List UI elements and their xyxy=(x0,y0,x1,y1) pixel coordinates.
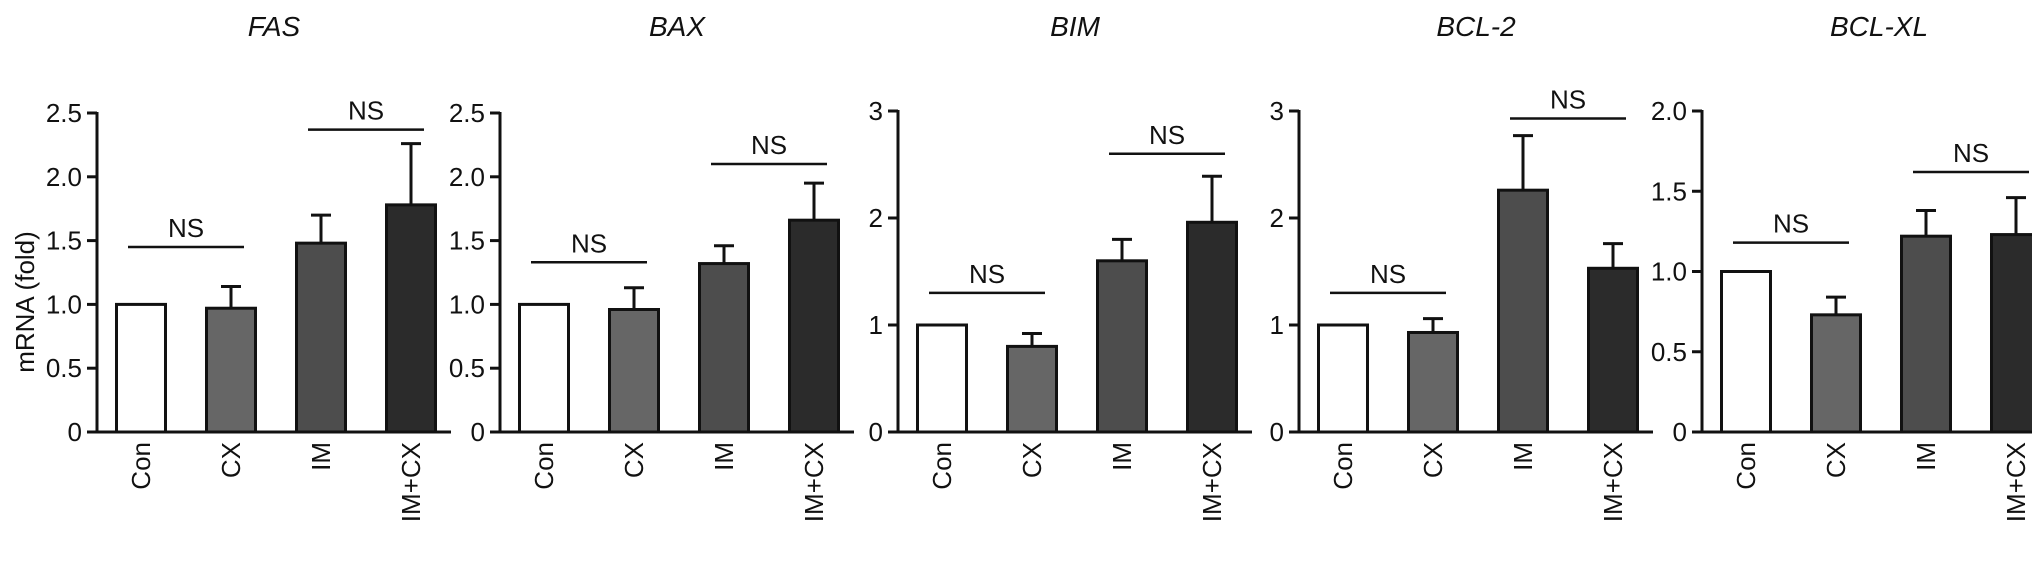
bar-con xyxy=(518,302,570,434)
y-tick-label: 0.5 xyxy=(449,353,485,383)
x-tick-label: Con xyxy=(529,442,559,490)
y-tick-label: 1.0 xyxy=(1651,257,1687,287)
x-tick-label: CX xyxy=(1821,442,1851,478)
y-tick-label: 3 xyxy=(869,96,883,126)
bar-cx xyxy=(1006,344,1058,434)
y-tick-label: 1.5 xyxy=(1651,176,1687,206)
panel-title: BAX xyxy=(649,11,706,42)
x-tick-label: IM+CX xyxy=(1598,442,1628,522)
y-tick-label: 2.0 xyxy=(1651,96,1687,126)
bar-cx xyxy=(1407,330,1459,434)
bar-im xyxy=(698,262,750,434)
bar-con xyxy=(115,302,167,434)
x-tick-label: Con xyxy=(126,442,156,490)
x-tick-label: IM+CX xyxy=(396,442,426,522)
bar-con xyxy=(1317,323,1369,434)
y-tick-label: 2.0 xyxy=(46,162,82,192)
y-tick-label: 2.5 xyxy=(46,98,82,128)
significance-label: NS xyxy=(751,130,787,160)
panel-title: BCL-XL xyxy=(1830,11,1928,42)
y-tick-label: 0 xyxy=(1270,417,1284,447)
significance-label: NS xyxy=(1953,138,1989,168)
x-tick-label: Con xyxy=(1731,442,1761,490)
bar-im xyxy=(1497,188,1549,434)
x-tick-label: IM xyxy=(1911,442,1941,471)
y-axis-label: mRNA (fold) xyxy=(10,231,40,373)
bar-im xyxy=(295,241,347,434)
x-tick-label: CX xyxy=(1017,442,1047,478)
x-tick-label: Con xyxy=(927,442,957,490)
significance-label: NS xyxy=(1149,120,1185,150)
x-tick-label: CX xyxy=(1418,442,1448,478)
significance-label: NS xyxy=(168,213,204,243)
y-tick-label: 0 xyxy=(869,417,883,447)
y-tick-label: 1.0 xyxy=(449,289,485,319)
y-tick-label: 3 xyxy=(1270,96,1284,126)
y-tick-label: 1.5 xyxy=(46,226,82,256)
y-tick-label: 2 xyxy=(1270,203,1284,233)
bar-con xyxy=(916,323,968,434)
significance-label: NS xyxy=(1550,84,1586,114)
significance-label: NS xyxy=(969,259,1005,289)
x-tick-label: Con xyxy=(1328,442,1358,490)
y-tick-label: 2.0 xyxy=(449,162,485,192)
panel-title: FAS xyxy=(248,11,301,42)
x-tick-label: IM+CX xyxy=(1197,442,1227,522)
bar-im-cx xyxy=(1587,266,1639,434)
significance-label: NS xyxy=(1773,209,1809,239)
significance-label: NS xyxy=(571,228,607,258)
x-tick-label: IM+CX xyxy=(2001,442,2031,522)
x-tick-label: CX xyxy=(216,442,246,478)
y-tick-label: 1 xyxy=(869,310,883,340)
chart-panel-2: BAX 0 0.5 1.0 1.5 2.0 2.5 Con CX IM IM+CX NS NS xyxy=(449,11,854,522)
bar-im-cx xyxy=(788,218,840,434)
bar-im-cx xyxy=(1990,233,2032,434)
bar-cx xyxy=(608,308,660,434)
y-tick-label: 0 xyxy=(68,417,82,447)
bar-im xyxy=(1900,234,1952,434)
y-tick-label: 1.5 xyxy=(449,226,485,256)
panel-title: BIM xyxy=(1050,11,1100,42)
x-tick-label: IM xyxy=(1107,442,1137,471)
x-tick-label: IM xyxy=(1508,442,1538,471)
y-tick-label: 0 xyxy=(1673,417,1687,447)
chart-panel-5: BCL-XL 0 0.5 1.0 1.5 2.0 Con CX IM IM+CX NS NS xyxy=(1651,11,2032,522)
bar-con xyxy=(1720,270,1772,434)
y-tick-label: 2.5 xyxy=(449,98,485,128)
bar-cx xyxy=(205,306,257,434)
significance-label: NS xyxy=(1370,259,1406,289)
y-tick-label: 2 xyxy=(869,203,883,233)
bar-cx xyxy=(1810,313,1862,434)
chart-panel-1: FAS 0 0.5 1.0 1.5 2.0 2.5 Con CX IM IM+CX NS NS xyxy=(46,11,451,522)
x-tick-label: CX xyxy=(619,442,649,478)
significance-label: NS xyxy=(348,96,384,126)
x-tick-label: IM xyxy=(306,442,336,471)
bar-im-cx xyxy=(1186,220,1238,434)
chart-panel-4: BCL-2 0 1 2 3 Con CX IM IM+CX NS NS xyxy=(1270,11,1653,522)
y-tick-label: 1 xyxy=(1270,310,1284,340)
bar-im xyxy=(1096,259,1148,434)
y-tick-label: 0.5 xyxy=(46,353,82,383)
y-tick-label: 0.5 xyxy=(1651,337,1687,367)
chart-panel-3: BIM 0 1 2 3 Con CX IM IM+CX NS NS xyxy=(869,11,1252,522)
x-tick-label: IM xyxy=(709,442,739,471)
panel-title: BCL-2 xyxy=(1436,11,1516,42)
x-tick-label: IM+CX xyxy=(799,442,829,522)
y-tick-label: 0 xyxy=(471,417,485,447)
y-tick-label: 1.0 xyxy=(46,289,82,319)
bar-im-cx xyxy=(385,203,437,434)
